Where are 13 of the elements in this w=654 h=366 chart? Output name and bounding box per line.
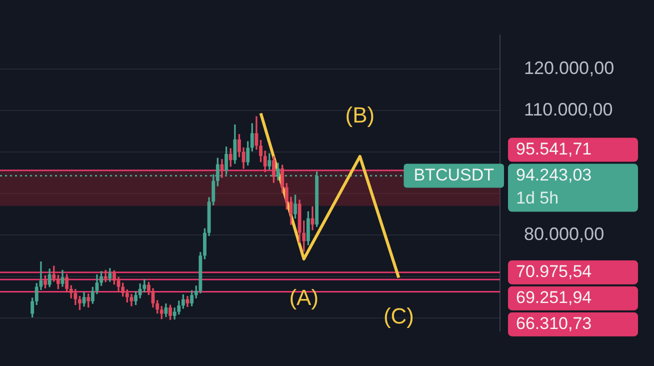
ref-line-label: 66.310,73 bbox=[516, 314, 592, 334]
annotation: (C) bbox=[383, 304, 414, 329]
y-tick-label: 110.000,00 bbox=[524, 99, 613, 120]
y-tick-label: 80.000,00 bbox=[524, 224, 604, 244]
ref-line-label: 69.251,94 bbox=[516, 288, 592, 308]
annotation: (A) bbox=[289, 285, 319, 310]
ref-line-label: 94.243,03 bbox=[516, 165, 592, 184]
text: 1d 5h bbox=[516, 188, 559, 208]
annotation: (B) bbox=[345, 102, 375, 128]
ref-line-label: 70.975,54 bbox=[516, 262, 592, 282]
y-tick-label: 120.000,00 bbox=[524, 58, 614, 78]
ref-line-label: 95.541,71 bbox=[516, 139, 592, 158]
annotation: BTCUSDT bbox=[414, 165, 494, 184]
